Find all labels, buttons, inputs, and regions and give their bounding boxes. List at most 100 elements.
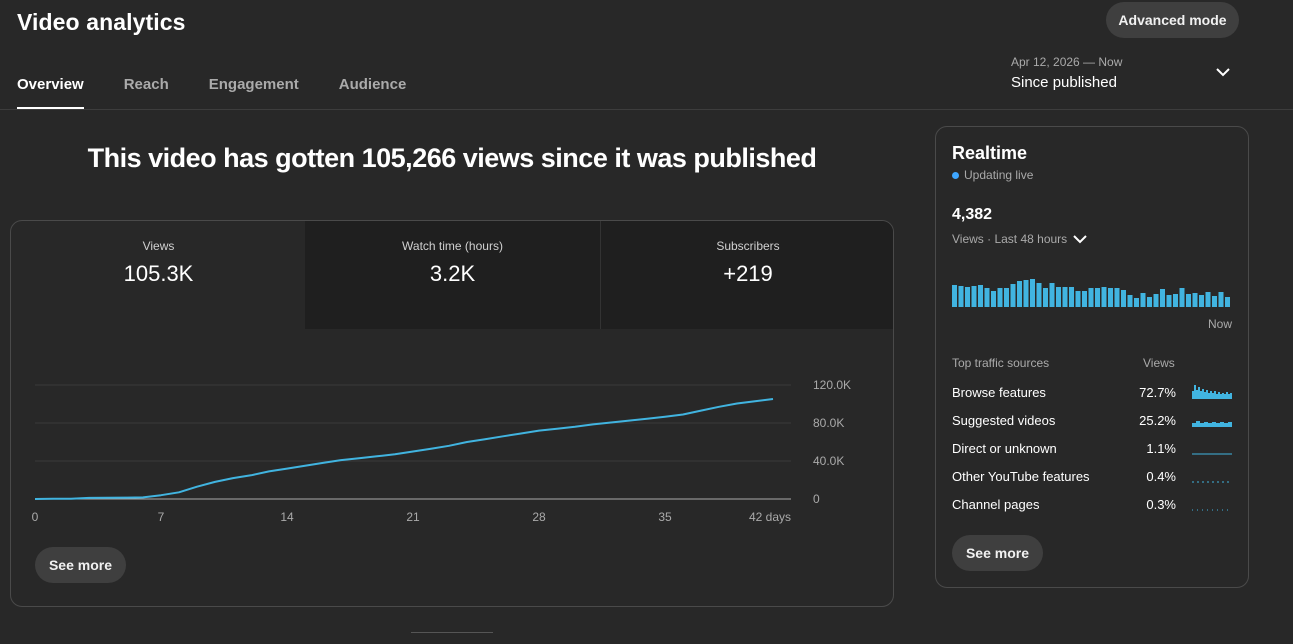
realtime-bar [984, 288, 990, 307]
traffic-source-row: Browse features 72.7% [952, 385, 1232, 405]
traffic-source-row: Channel pages 0.3% [952, 497, 1232, 517]
traffic-source-pct: 25.2% [1139, 413, 1176, 428]
realtime-period-dropdown[interactable]: Views · Last 48 hours [952, 232, 1088, 246]
realtime-bar [1088, 288, 1094, 307]
realtime-period-label: Views · Last 48 hours [952, 232, 1068, 246]
x-tick-label: 21 [406, 510, 420, 524]
views-line-chart: 0 40.0K 80.0K 120.0K 0 7 14 21 28 35 42 days [32, 378, 851, 524]
now-label: Now [1207, 317, 1232, 331]
live-status-text: Updating live [964, 168, 1034, 182]
chevron-down-icon [1073, 235, 1087, 244]
metric-label: Views [142, 239, 175, 253]
tab-reach[interactable]: Reach [123, 76, 169, 93]
realtime-bar [1114, 288, 1120, 307]
realtime-bar [1199, 295, 1204, 307]
sparkline-icon [1192, 453, 1232, 455]
date-range-selector[interactable]: Apr 12, 2026 — Now Since published [1011, 55, 1236, 95]
realtime-bar [1140, 293, 1146, 307]
realtime-bar [958, 286, 964, 307]
realtime-bar [1160, 289, 1165, 307]
overview-chart-card: Views 105.3K Watch time (hours) 3.2K Sub… [10, 220, 894, 607]
x-tick-label: 28 [532, 510, 546, 524]
page-title: Video analytics [17, 9, 186, 35]
traffic-source-row: Suggested videos 25.2% [952, 413, 1232, 433]
realtime-bar [1212, 296, 1217, 307]
traffic-source-name: Other YouTube features [952, 469, 1090, 484]
tab-bar: Overview Reach Engagement Audience [17, 76, 446, 110]
traffic-source-name: Browse features [952, 385, 1046, 400]
sparkline-icon [1192, 481, 1232, 483]
realtime-bar [1095, 288, 1100, 307]
sparkline-icon [1192, 385, 1232, 399]
traffic-source-pct: 0.3% [1146, 497, 1176, 512]
advanced-mode-button[interactable]: Advanced mode [1106, 2, 1239, 38]
y-tick-label: 0 [813, 492, 820, 506]
realtime-title: Realtime [952, 143, 1028, 163]
realtime-bar [978, 285, 983, 307]
realtime-bar [1134, 298, 1139, 307]
realtime-bar [997, 288, 1003, 307]
date-range-text: Apr 12, 2026 — Now [1011, 55, 1123, 69]
sparkline-icon [1192, 509, 1232, 511]
x-tick-label: 14 [280, 510, 294, 524]
metric-value: 3.2K [429, 261, 476, 286]
realtime-bar [1075, 291, 1081, 307]
traffic-source-pct: 72.7% [1139, 385, 1176, 400]
realtime-see-more-button[interactable]: See more [952, 535, 1043, 571]
traffic-source-name: Direct or unknown [952, 441, 1057, 456]
realtime-bar [1186, 294, 1191, 307]
realtime-bar [1062, 287, 1068, 307]
y-tick-label: 120.0K [813, 378, 851, 392]
traffic-source-row: Other YouTube features 0.4% [952, 469, 1232, 489]
metric-tab-subscribers[interactable]: Subscribers +219 [600, 221, 893, 329]
sparkline-icon [1192, 421, 1232, 427]
x-tick-label: 35 [658, 510, 672, 524]
live-dot-icon [952, 171, 959, 179]
realtime-bar [1004, 288, 1009, 307]
realtime-bar [1173, 294, 1178, 307]
realtime-bar [1043, 288, 1048, 307]
realtime-bar [1205, 292, 1211, 307]
traffic-source-name: Channel pages [952, 497, 1040, 512]
realtime-count: 4,382 [952, 206, 993, 223]
metric-tab-views[interactable]: Views 105.3K [11, 221, 306, 329]
realtime-bar [1121, 290, 1126, 307]
realtime-bar [991, 291, 996, 307]
tab-engagement[interactable]: Engagement [208, 76, 299, 93]
y-tick-label: 80.0K [813, 416, 844, 430]
realtime-bar [1017, 281, 1022, 307]
realtime-bar [952, 285, 957, 307]
realtime-bar [1147, 297, 1152, 307]
x-tick-label: 0 [32, 510, 39, 524]
metric-value: +219 [723, 261, 773, 286]
realtime-bar [1179, 288, 1185, 307]
see-more-button[interactable]: See more [35, 547, 126, 583]
tab-overview[interactable]: Overview [17, 76, 84, 109]
tab-audience[interactable]: Audience [338, 76, 407, 93]
traffic-source-row: Direct or unknown 1.1% [952, 441, 1232, 461]
realtime-bar [965, 287, 970, 307]
metric-value: 105.3K [123, 261, 194, 286]
traffic-source-pct: 0.4% [1146, 469, 1176, 484]
traffic-sources-title: Top traffic sources [952, 356, 1050, 370]
realtime-bar [1010, 284, 1016, 307]
traffic-source-name: Suggested videos [952, 413, 1056, 428]
realtime-bar [1069, 287, 1074, 307]
realtime-bar [1030, 279, 1035, 307]
date-range-label: Since published [1011, 74, 1117, 91]
traffic-source-pct: 1.1% [1146, 441, 1176, 456]
realtime-bar [1023, 280, 1029, 307]
realtime-bar [1153, 294, 1159, 307]
live-status: Updating live [952, 168, 1033, 182]
realtime-bar-chart [952, 279, 1230, 307]
x-tick-label: 42 days [749, 510, 791, 524]
realtime-bar [1036, 283, 1042, 307]
traffic-views-header: Views [1143, 356, 1175, 370]
realtime-bar [1108, 288, 1113, 307]
traffic-sources-header: Top traffic sources Views [952, 356, 1232, 370]
metric-tab-watch-time[interactable]: Watch time (hours) 3.2K [305, 221, 600, 329]
metric-label: Watch time (hours) [402, 239, 503, 253]
realtime-bar [1049, 283, 1055, 307]
metric-label: Subscribers [716, 239, 780, 253]
headline: This video has gotten 105,266 views sinc… [87, 143, 817, 173]
